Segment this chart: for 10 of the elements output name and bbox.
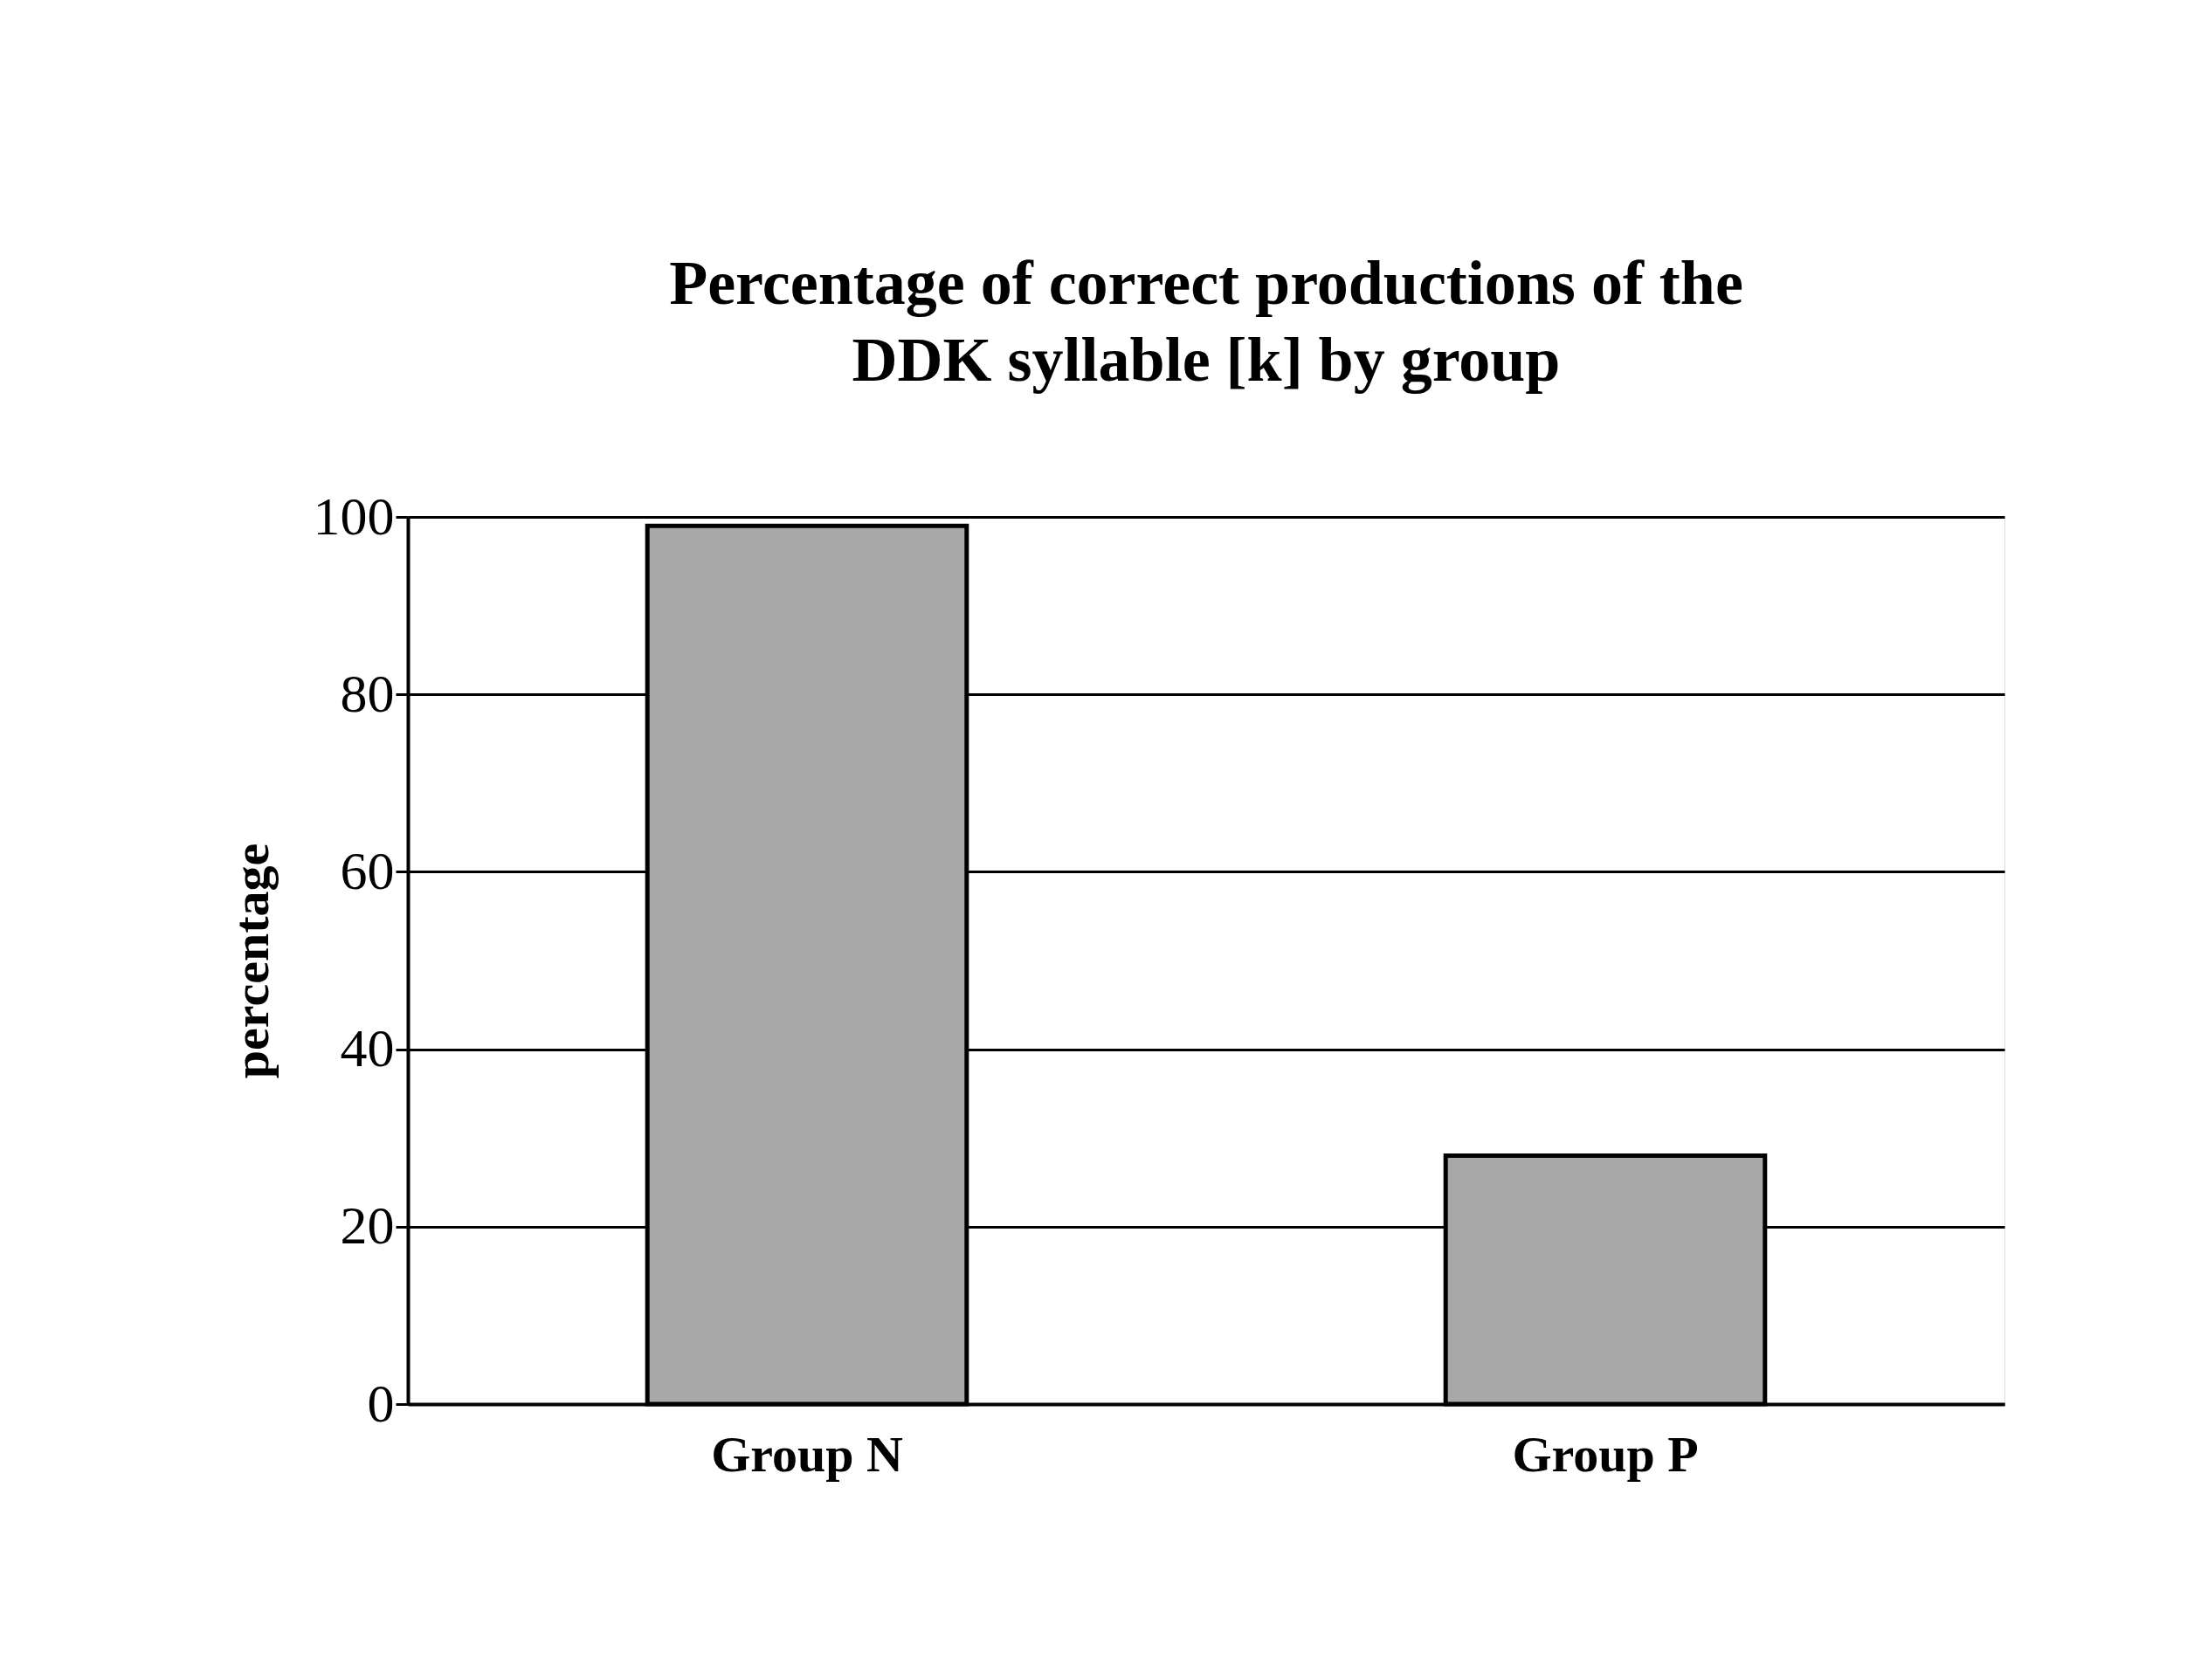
- x-tick-label: Group P: [1512, 1425, 1699, 1483]
- y-tick-label: 40: [340, 1018, 395, 1078]
- y-tick-label: 80: [340, 663, 395, 723]
- y-tick-label: 0: [367, 1373, 395, 1433]
- y-tick-label: 100: [313, 485, 395, 546]
- y-axis-title: percentage: [222, 843, 279, 1079]
- x-tick-label: Group N: [711, 1425, 903, 1483]
- y-tick-label: 60: [340, 840, 395, 900]
- y-tick-label: 20: [340, 1195, 395, 1256]
- chart-title: Percentage of correct productions of the DDK syllable [k] by group: [669, 248, 1743, 395]
